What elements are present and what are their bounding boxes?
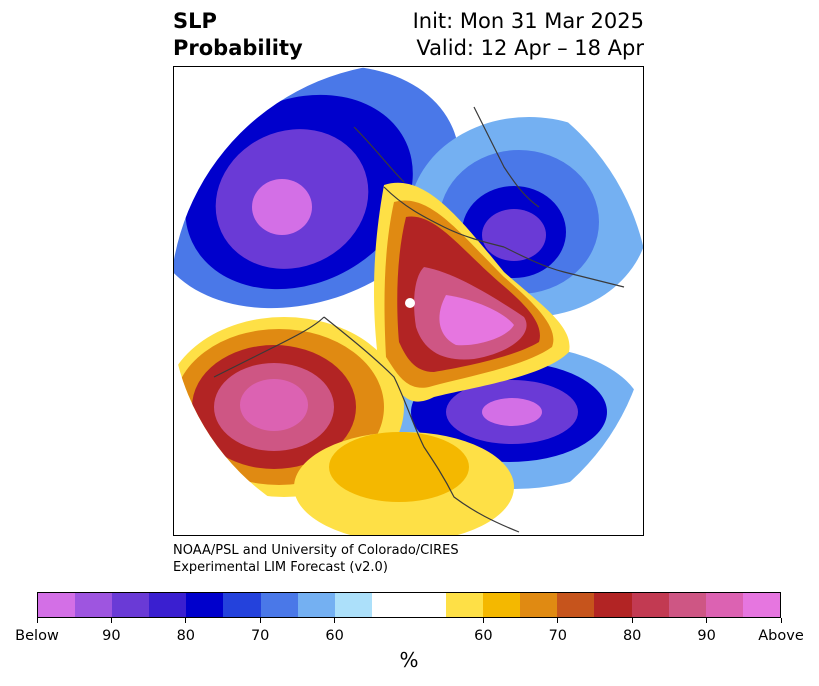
colorbar-tick-label: 70 [250,628,270,644]
colorbar-tick-label: Above [758,628,804,644]
colorbar [37,592,781,618]
colorbar-swatch [408,593,447,617]
colorbar-swatch [483,593,521,617]
colorbar-swatch [75,593,113,617]
colorbar-tick-label: 70 [548,628,568,644]
colorbar-swatch [112,593,150,617]
credit-text: NOAA/PSL and University of Colorado/CIRE… [173,542,459,576]
forecast-dates: Init: Mon 31 Mar 2025 Valid: 12 Apr – 18… [413,8,644,62]
title-line-1: SLP [173,9,217,33]
colorbar-swatch [334,593,372,617]
colorbar-unit-label: % [399,648,419,672]
credit-line-1: NOAA/PSL and University of Colorado/CIRE… [173,543,459,558]
colorbar-swatch [371,593,409,617]
colorbar-tick-label: 90 [697,628,716,644]
colorbar-tick-label: 80 [622,628,642,644]
map-graphic [174,67,643,535]
colorbar-swatch [149,593,187,617]
colorbar-tick-label: 90 [102,628,121,644]
colorbar-tick-mark [185,618,187,623]
colorbar-swatch [520,593,558,617]
probability-field [174,67,643,535]
colorbar-swatch [557,593,595,617]
above-center-arctic [374,182,570,402]
colorbar-swatch [186,593,224,617]
colorbar-tick-mark [36,618,38,623]
colorbar-tick-mark [334,618,336,623]
colorbar-tick-label: Below [15,628,59,644]
colorbar-tick-label: 60 [325,628,344,644]
colorbar-swatch [631,593,669,617]
colorbar-tick-mark [110,618,112,623]
colorbar-swatch [38,593,76,617]
colorbar-swatch [742,593,780,617]
colorbar-tick-mark [557,618,559,623]
colorbar-tick-mark [482,618,484,623]
above-region-caribbean [294,432,514,535]
colorbar-tick-label: 80 [176,628,196,644]
colorbar-swatch [705,593,743,617]
colorbar-swatch [260,593,298,617]
colorbar-tick-mark [631,618,633,623]
colorbar-swatch [594,593,632,617]
polar-map [173,66,644,536]
colorbar-tick-mark [706,618,708,623]
map-title: SLP Probability [173,8,303,62]
colorbar-tick-mark [259,618,261,623]
colorbar-swatch [223,593,261,617]
colorbar-swatch [446,593,484,617]
colorbar-swatch [668,593,706,617]
colorbar-tick-label: 60 [474,628,493,644]
init-date: Init: Mon 31 Mar 2025 [412,9,644,33]
valid-dates: Valid: 12 Apr – 18 Apr [416,36,644,60]
credit-line-2: Experimental LIM Forecast (v2.0) [173,560,388,575]
coastlines [213,106,625,533]
colorbar-swatch [297,593,335,617]
colorbar-tick-mark [780,618,782,623]
title-line-2: Probability [173,36,303,60]
